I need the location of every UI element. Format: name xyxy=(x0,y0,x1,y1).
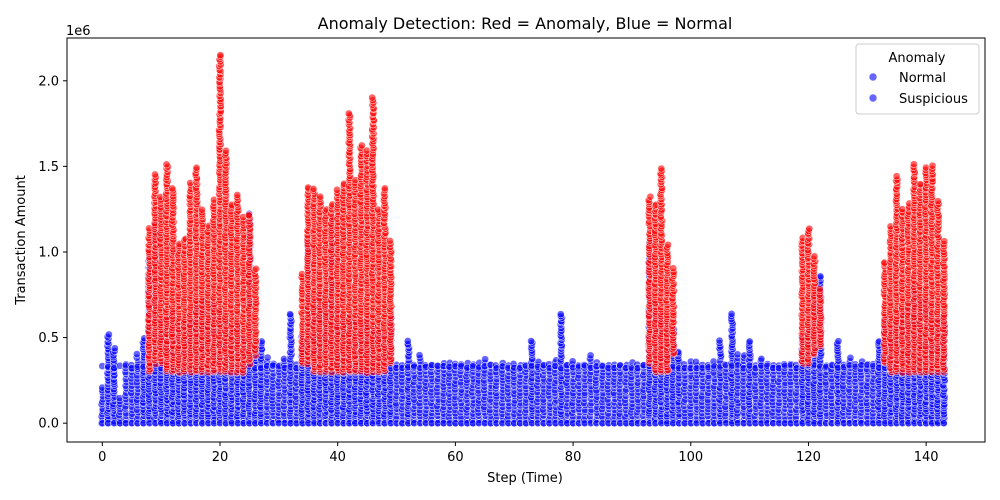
normal-point xyxy=(110,344,119,353)
normal-point xyxy=(286,310,294,319)
normal-point xyxy=(745,337,754,346)
normal-point xyxy=(715,336,724,345)
normal-point xyxy=(415,351,424,360)
normal-point xyxy=(939,419,948,428)
normal-point xyxy=(527,337,535,345)
normal-point xyxy=(834,337,843,346)
normal-point xyxy=(481,355,489,364)
y-multiplier-label: 1e6 xyxy=(66,24,91,39)
points-layer xyxy=(97,51,949,428)
normal-point xyxy=(846,353,855,362)
normal-point xyxy=(556,310,565,319)
normal-point xyxy=(757,355,766,363)
normal-point xyxy=(586,351,595,360)
normal-point xyxy=(403,337,412,345)
chart-title: Anomaly Detection: Red = Anomaly, Blue =… xyxy=(318,14,733,33)
normal-point xyxy=(133,350,141,358)
normal-point xyxy=(105,330,113,339)
normal-point xyxy=(263,353,272,362)
normal-point xyxy=(727,310,736,318)
normal-point xyxy=(733,350,742,359)
